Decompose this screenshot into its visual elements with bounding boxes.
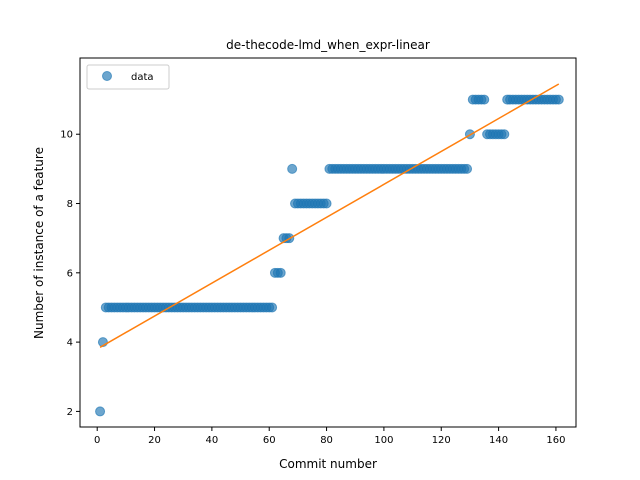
data-point xyxy=(287,163,298,174)
data-point xyxy=(95,406,106,417)
legend-box xyxy=(86,64,170,90)
legend: data xyxy=(86,64,170,90)
data-point xyxy=(462,163,473,174)
x-tick-label: 20 xyxy=(148,435,161,446)
y-tick-label: 2 xyxy=(67,407,73,418)
data-point xyxy=(267,302,278,313)
x-tick-label: 160 xyxy=(546,435,565,446)
x-tick-label: 100 xyxy=(374,435,393,446)
plot-frame xyxy=(79,57,577,428)
data-point xyxy=(499,129,510,140)
y-axis-title: Number of instance of a feature xyxy=(32,147,46,339)
y-axis-ticks: 2 4 6 8 10 xyxy=(60,130,80,418)
fit-line-layer xyxy=(99,83,560,348)
data-point xyxy=(321,198,332,209)
x-tick-label: 40 xyxy=(206,435,219,446)
chart-title: de-thecode-lmd_when_expr-linear xyxy=(226,38,430,52)
x-tick-label: 120 xyxy=(432,435,451,446)
x-axis-title: Commit number xyxy=(279,457,377,471)
x-tick-label: 80 xyxy=(320,435,333,446)
fit-line xyxy=(99,83,560,348)
y-tick-label: 8 xyxy=(67,199,73,210)
y-tick-label: 4 xyxy=(67,338,73,349)
y-tick-label: 6 xyxy=(67,268,73,279)
data-point xyxy=(275,267,286,278)
x-tick-label: 0 xyxy=(94,435,100,446)
x-tick-label: 140 xyxy=(489,435,508,446)
x-tick-label: 60 xyxy=(263,435,276,446)
legend-label: data xyxy=(131,72,154,83)
y-tick-label: 10 xyxy=(60,130,73,141)
data-point xyxy=(479,94,490,105)
data-point xyxy=(553,94,564,105)
legend-marker xyxy=(102,71,112,81)
x-axis-ticks: 0 20 40 60 80 100 120 140 160 xyxy=(94,427,565,446)
